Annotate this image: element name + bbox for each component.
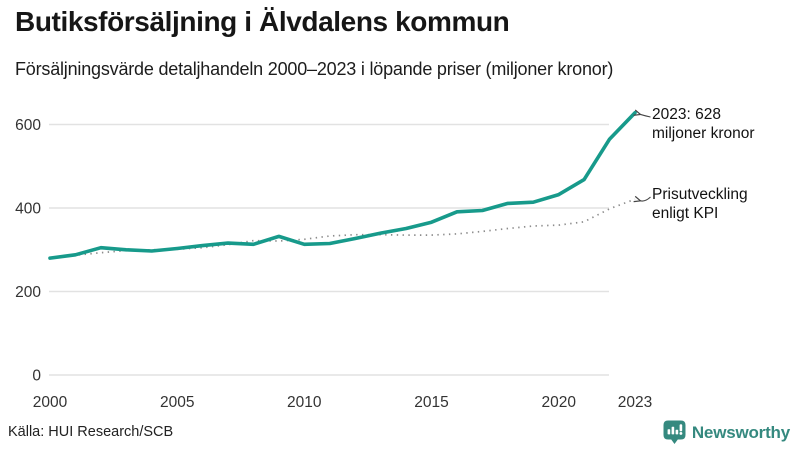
- newsworthy-wordmark: Newsworthy: [691, 422, 790, 442]
- y-axis-label-200: 200: [15, 284, 41, 301]
- x-axis-label-2005: 2005: [160, 394, 194, 411]
- annotation-text-kpi: enligt KPI: [652, 205, 718, 222]
- annotation-arrow-kpi: [640, 197, 651, 201]
- source-note: Källa: HUI Research/SCB: [8, 424, 174, 440]
- x-axis-label-2015: 2015: [414, 394, 448, 411]
- sales-line: [48, 110, 637, 260]
- y-axis-label-400: 400: [15, 201, 41, 218]
- page-title: Butiksförsäljning i Älvdalens kommun: [15, 6, 510, 37]
- y-axis-label-600: 600: [15, 117, 41, 134]
- newsworthy-logo: Newsworthy: [663, 420, 790, 445]
- annotation-text-sales-2023: 2023: 628: [652, 106, 721, 123]
- newsworthy-bubble-chart-icon: [663, 420, 686, 444]
- line-chart: 0 200 400 600 2000 2005 2010 2015 2020 2023 2023: …: [15, 106, 755, 411]
- annotation-text-sales-2023: miljoner kronor: [652, 125, 755, 142]
- y-axis-label-0: 0: [32, 368, 41, 385]
- x-axis-label-2010: 2010: [287, 394, 322, 411]
- chart-subtitle: Försäljningsvärde detaljhandeln 2000–202…: [15, 59, 614, 79]
- x-axis-label-2023: 2023: [618, 394, 652, 411]
- annotation-arrow-sales-2023: [640, 114, 651, 118]
- x-axis-label-2000: 2000: [33, 394, 68, 411]
- annotation-text-kpi: Prisutveckling: [652, 186, 748, 203]
- x-axis-label-2020: 2020: [541, 394, 576, 411]
